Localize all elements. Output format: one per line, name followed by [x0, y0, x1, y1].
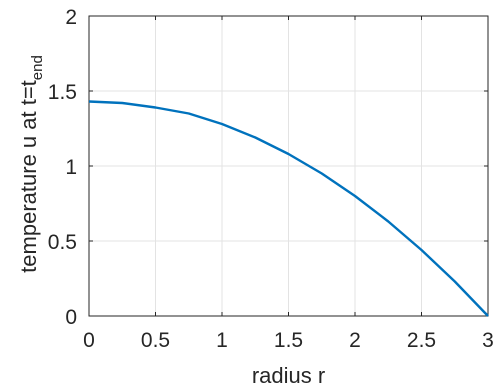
y-axis-label-subscript: end	[29, 55, 46, 80]
x-tick-label: 2	[349, 329, 361, 352]
y-tick-label: 0.5	[48, 231, 77, 254]
x-tick-label: 3	[482, 329, 494, 352]
y-axis-label: temperature u at t=tend	[16, 55, 46, 273]
x-axis-label: radius r	[252, 363, 325, 388]
y-tick-label: 0	[65, 306, 77, 329]
y-tick-label: 1	[65, 156, 77, 179]
grid	[88, 15, 489, 317]
series-line	[88, 100, 489, 317]
x-tick-label: 1	[216, 329, 228, 352]
axis-ticks	[88, 15, 489, 317]
y-tick-label: 1.5	[48, 81, 77, 104]
x-tick-label: 0	[83, 329, 95, 352]
y-tick-label: 2	[65, 6, 77, 29]
tick-labels: 0 0.5 1 1.5 2 2.5 3 0 0.5 1 1.5 2	[48, 6, 494, 352]
x-tick-label: 0.5	[141, 329, 170, 352]
x-tick-label: 2.5	[407, 329, 436, 352]
y-axis-label-main: temperature u at t=t	[16, 80, 41, 273]
x-tick-label: 1.5	[274, 329, 303, 352]
